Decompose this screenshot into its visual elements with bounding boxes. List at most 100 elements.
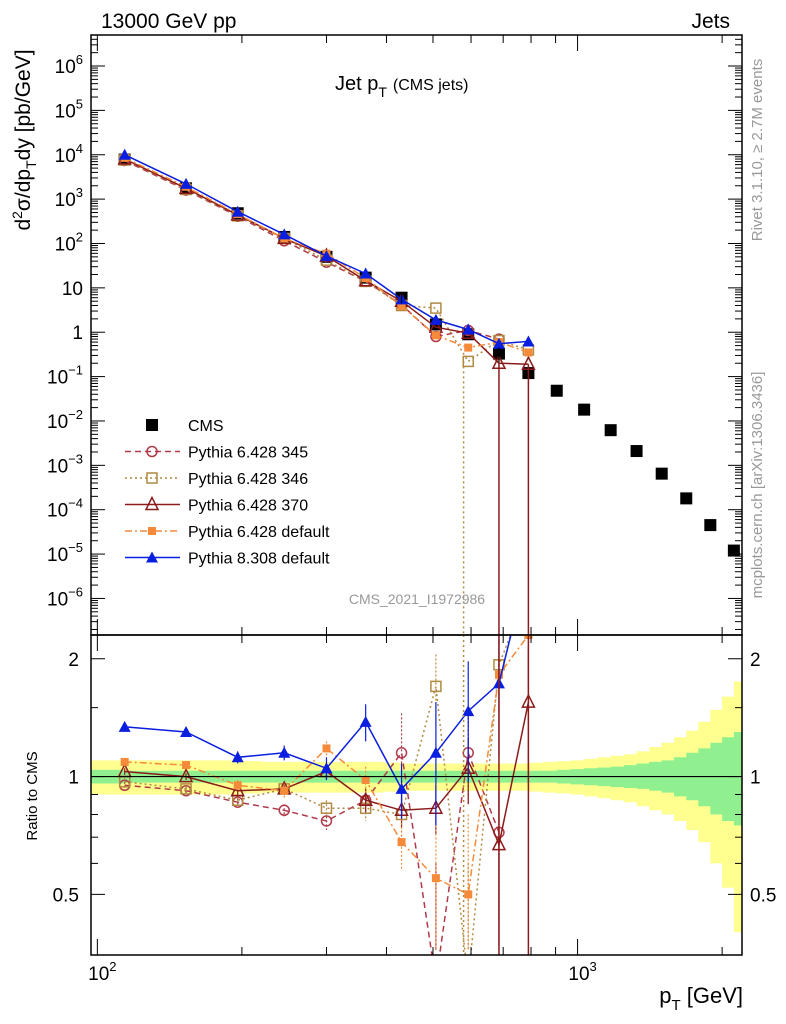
ratio-point-p370 bbox=[230, 782, 245, 797]
data-point-cms bbox=[550, 384, 563, 397]
x-axis-label: pT [GeV] bbox=[659, 983, 743, 1014]
ratio-point-p6def bbox=[464, 890, 473, 899]
x-tick-label: 102 bbox=[88, 959, 116, 985]
legend: CMS Pythia 6.428 345 Pythia 6.428 346 Pythi… bbox=[125, 418, 330, 568]
y-tick-label: 105 bbox=[55, 96, 83, 122]
ratio-panel-axes: 0.5 0.5 1 1 2 2 102 103 bbox=[53, 634, 776, 985]
data-point-p346 bbox=[430, 302, 442, 314]
ratio-y-tick-label-right: 2 bbox=[750, 650, 761, 671]
ratio-frame bbox=[90, 634, 743, 956]
ratio-point-p8def bbox=[320, 762, 333, 774]
y-tick-label: 10−1 bbox=[47, 363, 83, 389]
ratio-point-p6def bbox=[233, 781, 242, 790]
ratio-point-p6def bbox=[182, 761, 191, 770]
ratio-y-tick-label-right: 0.5 bbox=[750, 885, 776, 906]
data-point-p8def bbox=[429, 313, 442, 325]
ratio-panel-bands bbox=[91, 681, 742, 933]
data-point-p8def bbox=[180, 177, 193, 189]
legend-marker-p345 bbox=[146, 445, 158, 458]
ratio-point-p6def bbox=[120, 757, 129, 766]
series-line-p346 bbox=[124, 159, 529, 363]
legend-marker-p370 bbox=[144, 495, 160, 511]
ratio-y-tick-label: 0.5 bbox=[53, 885, 79, 906]
data-point-p8def bbox=[492, 337, 505, 349]
ratio-y-axis-label: Ratio to CMS bbox=[24, 751, 41, 840]
ratio-point-p8def bbox=[278, 746, 291, 758]
ratio-point-p8def bbox=[118, 720, 131, 732]
y-tick-label: 102 bbox=[55, 229, 83, 255]
ratio-point-p346 bbox=[430, 680, 442, 693]
y-tick-label: 104 bbox=[55, 141, 83, 167]
data-point-p6def bbox=[431, 331, 440, 340]
ratio-point-p370 bbox=[178, 767, 194, 783]
data-point-cms bbox=[655, 467, 668, 480]
legend-label-p345: Pythia 6.428 345 bbox=[188, 445, 308, 462]
ratio-point-p6def bbox=[280, 786, 289, 795]
ratio-band-outer bbox=[91, 681, 742, 933]
ratio-point-p8def bbox=[429, 746, 442, 758]
data-point-p6def bbox=[397, 302, 406, 311]
data-point-cms bbox=[604, 424, 617, 437]
series-line-p6def bbox=[124, 157, 529, 354]
data-point-p6def bbox=[464, 343, 473, 352]
legend-label-p346: Pythia 6.428 346 bbox=[188, 471, 308, 488]
data-point-cms bbox=[578, 403, 591, 416]
ratio-point-p8def bbox=[395, 782, 408, 794]
y-tick-label: 1 bbox=[72, 323, 83, 344]
legend-marker-p8def bbox=[146, 551, 158, 563]
ratio-panel-series bbox=[117, 635, 536, 986]
plot-title: Jet pT (CMS jets) bbox=[335, 73, 468, 100]
ratio-point-p8def bbox=[462, 705, 475, 717]
ratio-point-p345 bbox=[431, 976, 441, 986]
y-tick-label: 10−5 bbox=[47, 540, 83, 566]
main-frame bbox=[90, 34, 743, 636]
data-point-cms bbox=[727, 544, 740, 557]
data-point-p8def bbox=[320, 250, 333, 262]
ratio-point-p6def bbox=[322, 744, 331, 753]
ratio-point-p345 bbox=[278, 804, 290, 817]
legend-marker-cms bbox=[146, 419, 158, 431]
data-point-p8def bbox=[359, 267, 372, 279]
ratio-point-p6def bbox=[397, 838, 406, 847]
data-point-cms bbox=[630, 445, 643, 458]
data-point-p8def bbox=[522, 335, 535, 347]
ratio-line-p345 bbox=[124, 749, 500, 955]
data-point-p8def bbox=[231, 205, 244, 217]
ratio-band-inner bbox=[91, 731, 742, 826]
plot-title-paren: (CMS jets) bbox=[393, 77, 469, 94]
analysis-id-watermark: CMS_2021_I1972986 bbox=[349, 591, 485, 607]
legend-marker-p346 bbox=[146, 472, 158, 484]
main-y-axis-label: d2σ/dpTdy [pb/GeV] bbox=[9, 49, 39, 230]
ratio-point-p8def bbox=[180, 725, 193, 737]
plot-title-subscript: T bbox=[378, 84, 387, 100]
mcplots-site-label: mcplots.cern.ch [arXiv:1306.3436] bbox=[749, 372, 766, 599]
legend-label-p8def: Pythia 8.308 default bbox=[188, 551, 330, 568]
y-tick-label: 106 bbox=[55, 52, 83, 78]
main-panel-axes: 10−6 10−5 10−4 10−3 10−2 10−1 1 10 102 103 104 105 1… bbox=[47, 34, 743, 636]
x-tick-label: 103 bbox=[568, 959, 596, 985]
ratio-y-tick-label: 1 bbox=[68, 768, 79, 789]
y-tick-label: 10−2 bbox=[47, 407, 83, 433]
ratio-point-p370 bbox=[358, 791, 373, 806]
ratio-point-p346 bbox=[463, 976, 473, 986]
ratio-point-p346 bbox=[320, 802, 333, 814]
y-tick-label: 103 bbox=[55, 185, 83, 211]
ratio-point-p8def bbox=[359, 715, 372, 727]
y-tick-label: 10 bbox=[62, 279, 83, 300]
data-point-p6def bbox=[524, 348, 533, 357]
y-tick-label: 10−3 bbox=[47, 451, 83, 477]
ratio-y-tick-label: 2 bbox=[68, 650, 79, 671]
legend-label-p6def: Pythia 6.428 default bbox=[188, 524, 330, 541]
data-point-p8def bbox=[118, 148, 131, 160]
ratio-y-tick-label-right: 1 bbox=[750, 768, 761, 789]
rivet-version-label: Rivet 3.1.10, ≥ 2.7M events bbox=[749, 59, 766, 242]
ratio-point-p6def bbox=[361, 775, 370, 784]
ratio-point-p345 bbox=[320, 815, 333, 827]
ratio-point-p345 bbox=[395, 747, 408, 759]
legend-label-cms: CMS bbox=[188, 418, 224, 435]
legend-marker-p6def bbox=[148, 527, 156, 535]
series-line-p345 bbox=[124, 159, 500, 340]
ratio-point-p8def bbox=[231, 751, 244, 763]
data-point-p346 bbox=[462, 355, 474, 368]
data-point-p8def bbox=[462, 323, 475, 335]
